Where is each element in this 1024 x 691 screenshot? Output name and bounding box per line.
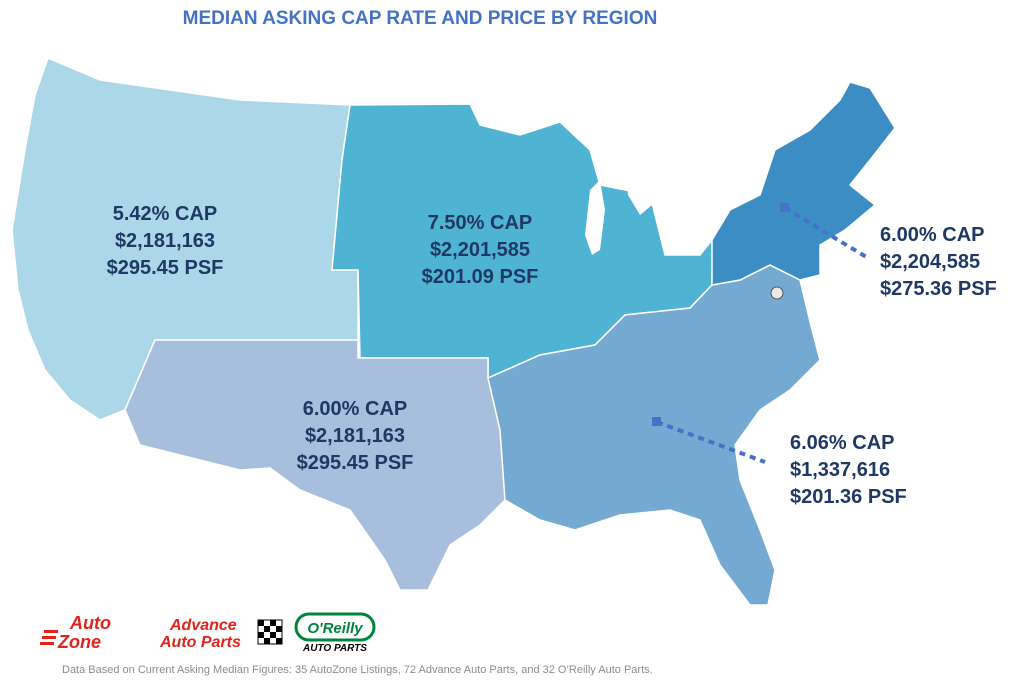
data-footnote: Data Based on Current Asking Median Figu… [62, 664, 653, 676]
map-title: MEDIAN ASKING CAP RATE AND PRICE BY REGI… [182, 8, 658, 29]
southeast-leader-end [652, 417, 661, 426]
autozone-logo: Auto Zone [40, 613, 111, 652]
oreilly-auto-parts-logo: O'Reilly AUTO PARTS [294, 612, 376, 654]
west-region-label: 5.42% CAP $2,181,163 $295.45 PSF [70, 201, 260, 282]
southwest-price: $2,181,163 [304, 425, 406, 447]
region-northeast[interactable] [711, 81, 896, 286]
west-psf: $295.45 PSF [106, 257, 224, 279]
midwest-cap: 7.50% CAP [427, 212, 533, 234]
west-price: $2,181,163 [114, 230, 216, 252]
checkered-flag-icon [257, 619, 283, 645]
southeast-region-label: 6.06% CAP $1,337,616 $201.36 PSF [790, 430, 907, 511]
autozone-logo-line2: Zone [57, 632, 101, 652]
southeast-price: $1,337,616 [790, 459, 891, 481]
region-southwest[interactable] [124, 339, 506, 591]
northeast-psf: $275.36 PSF [880, 278, 997, 300]
northeast-price: $2,204,585 [880, 251, 981, 273]
southeast-cap: 6.06% CAP [790, 432, 895, 454]
midwest-psf: $201.09 PSF [421, 266, 539, 288]
dc-marker [770, 286, 784, 300]
svg-text:Advance: Advance [169, 617, 237, 634]
svg-text:O'Reilly: O'Reilly [307, 620, 363, 637]
northeast-cap: 6.00% CAP [880, 224, 985, 246]
svg-text:Auto Parts: Auto Parts [160, 634, 241, 650]
svg-text:AUTO PARTS: AUTO PARTS [302, 643, 367, 654]
northeast-leader-line [783, 206, 870, 260]
advance-auto-parts-logo: Advance Auto Parts [160, 617, 283, 650]
autozone-logo-line1: Auto [69, 613, 111, 633]
northeast-region-label: 6.00% CAP $2,204,585 $275.36 PSF [880, 222, 997, 303]
northeast-leader-end [780, 203, 789, 212]
southwest-psf: $295.45 PSF [296, 452, 414, 474]
west-cap: 5.42% CAP [112, 203, 218, 225]
lake-michigan [585, 180, 605, 255]
midwest-region-label: 7.50% CAP $2,201,585 $201.09 PSF [380, 210, 580, 291]
midwest-price: $2,201,585 [429, 239, 531, 261]
lake-huron [625, 170, 660, 215]
region-southeast[interactable] [487, 264, 821, 606]
southwest-cap: 6.00% CAP [302, 398, 408, 420]
southwest-region-label: 6.00% CAP $2,181,163 $295.45 PSF [255, 396, 455, 477]
southeast-leader-line [656, 420, 766, 464]
lake-erie [665, 228, 712, 252]
southeast-psf: $201.36 PSF [790, 486, 907, 508]
